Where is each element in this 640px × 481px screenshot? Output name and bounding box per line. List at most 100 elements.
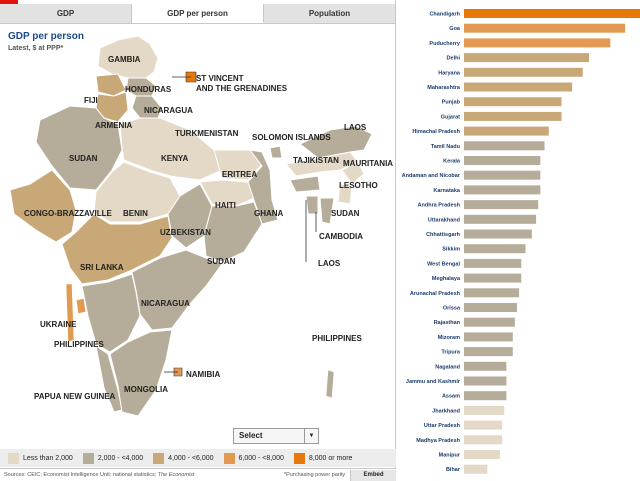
bar[interactable] — [464, 97, 562, 107]
map-region-karnataka[interactable] — [81, 273, 141, 353]
map-region-tamil-nadu[interactable] — [109, 329, 173, 417]
bar[interactable] — [464, 53, 590, 63]
bar[interactable] — [464, 347, 513, 357]
bar[interactable] — [464, 38, 611, 48]
bar[interactable] — [464, 244, 526, 254]
map-region-jammu-kashmir[interactable] — [97, 35, 159, 79]
map-region-meghalaya[interactable] — [289, 175, 321, 193]
bar[interactable] — [464, 185, 541, 195]
map-label: GAMBIA — [108, 55, 141, 64]
map-region-puducherry-coast[interactable] — [65, 283, 75, 343]
bar-chart: Chandigarh Goa Puducherry Delhi Haryana Mahar… — [402, 9, 640, 474]
ppp-footnote: *Purchasing power parity — [284, 472, 346, 478]
bar-label: Karnataka — [433, 188, 461, 194]
bar[interactable] — [464, 273, 522, 283]
map-region-andaman[interactable] — [325, 369, 335, 399]
bar[interactable] — [464, 67, 583, 77]
map-label: NAMIBIA — [186, 370, 220, 379]
bar[interactable] — [464, 288, 520, 298]
bar[interactable] — [464, 170, 541, 180]
bar[interactable] — [464, 405, 505, 415]
legend-label: 8,000 or more — [308, 454, 353, 462]
source-text: Sources: CEIC; Economist Intelligence Un… — [4, 472, 157, 478]
map-region-rajasthan[interactable] — [35, 105, 123, 191]
map-subtitle: Latest, $ at PPP* — [8, 45, 64, 52]
bar-label: Goa — [449, 26, 461, 32]
state-select[interactable]: Select ▼ — [233, 428, 319, 444]
bar[interactable] — [464, 111, 562, 121]
bar[interactable] — [464, 376, 507, 386]
bar[interactable] — [464, 214, 537, 224]
bar-label: Maharashtra — [427, 85, 461, 91]
map-label: ARMENIA — [95, 121, 133, 130]
map-region-nagaland[interactable] — [341, 161, 365, 185]
bar[interactable] — [464, 9, 640, 18]
bar[interactable] — [464, 317, 515, 327]
bar[interactable] — [464, 141, 545, 151]
bar[interactable] — [464, 156, 541, 165]
bar[interactable] — [464, 229, 532, 239]
bar-label: Himachal Pradesh — [412, 129, 460, 135]
legend-swatch — [153, 452, 165, 464]
bar[interactable] — [464, 23, 626, 33]
bar[interactable] — [464, 200, 539, 210]
map-label: AND THE GRENADINES — [196, 84, 288, 93]
bar[interactable] — [464, 361, 507, 371]
tab-population[interactable]: Population — [264, 4, 396, 23]
map-label: PHILIPPINES — [312, 334, 362, 343]
legend-label: 4,000 - <6,000 — [168, 454, 214, 462]
map-region-punjab[interactable] — [95, 73, 127, 97]
map-label: NICARAGUA — [144, 106, 193, 115]
legend-swatch — [293, 452, 305, 464]
bar-label: Assam — [442, 394, 460, 400]
map-region-goa[interactable] — [75, 297, 87, 315]
map-label: CONGO-BRAZZAVILLE — [24, 209, 113, 218]
bar-label: Arunachal Pradesh — [410, 291, 461, 297]
map-region-mizoram[interactable] — [319, 197, 335, 225]
bar[interactable] — [464, 420, 503, 430]
bar-label: Jammu and Kashmir — [406, 379, 461, 385]
bar-label: Chhattisgarh — [426, 232, 461, 238]
bar[interactable] — [464, 450, 501, 459]
bar-label: Andhra Pradesh — [418, 203, 461, 209]
map-region-west-bengal[interactable] — [247, 149, 279, 225]
bar[interactable] — [464, 82, 573, 92]
map-label: ST VINCENT AND THE GRENADINES — [196, 74, 288, 93]
map-label: SRI LANKA — [80, 263, 124, 272]
bar[interactable] — [464, 332, 513, 342]
bar-label: Sikkim — [442, 247, 460, 253]
map-region-manipur[interactable] — [337, 183, 353, 205]
map-label: LAOS — [318, 259, 341, 268]
map-region-gujarat[interactable] — [9, 169, 77, 243]
bar-label: Tamil Nadu — [431, 144, 460, 150]
map-label: HONDURAS — [125, 85, 172, 94]
map-label: CAMBODIA — [319, 232, 363, 241]
bar-label: Uttar Pradesh — [424, 423, 461, 429]
map-region-uttar-pradesh[interactable] — [119, 117, 223, 181]
tab-gdp[interactable]: GDP — [0, 4, 132, 23]
map-region-maharashtra[interactable] — [61, 213, 173, 285]
chevron-down-icon[interactable]: ▼ — [304, 429, 318, 443]
bar-label: Bihar — [446, 467, 461, 473]
legend-item: Less than 2,000 — [8, 452, 73, 464]
source-publication: The Economist — [157, 472, 195, 478]
bar[interactable] — [464, 464, 488, 474]
bar[interactable] — [464, 391, 507, 401]
bar[interactable] — [464, 126, 549, 136]
map-region-orissa[interactable] — [203, 201, 263, 263]
map-region-tripura[interactable] — [305, 195, 319, 215]
bar[interactable] — [464, 258, 522, 268]
legend-item: 4,000 - <6,000 — [153, 452, 214, 464]
bar-label: Madhya Pradesh — [416, 438, 460, 444]
tab-gdp-per-person[interactable]: GDP per person — [132, 4, 264, 23]
map-region-sikkim[interactable] — [269, 145, 283, 159]
map-region-arunachal[interactable] — [299, 125, 373, 159]
map-region-bihar[interactable] — [213, 149, 263, 181]
embed-button[interactable]: Embed — [350, 470, 396, 481]
bar-label: Jharkhand — [432, 408, 460, 414]
bar[interactable] — [464, 435, 503, 445]
bar[interactable] — [464, 303, 517, 312]
india-map: GAMBIA ST VINCENT AND THE GRENADINES HON… — [9, 35, 393, 417]
map-label: FIJI — [84, 96, 98, 105]
bar-label: Mizoram — [438, 335, 460, 341]
